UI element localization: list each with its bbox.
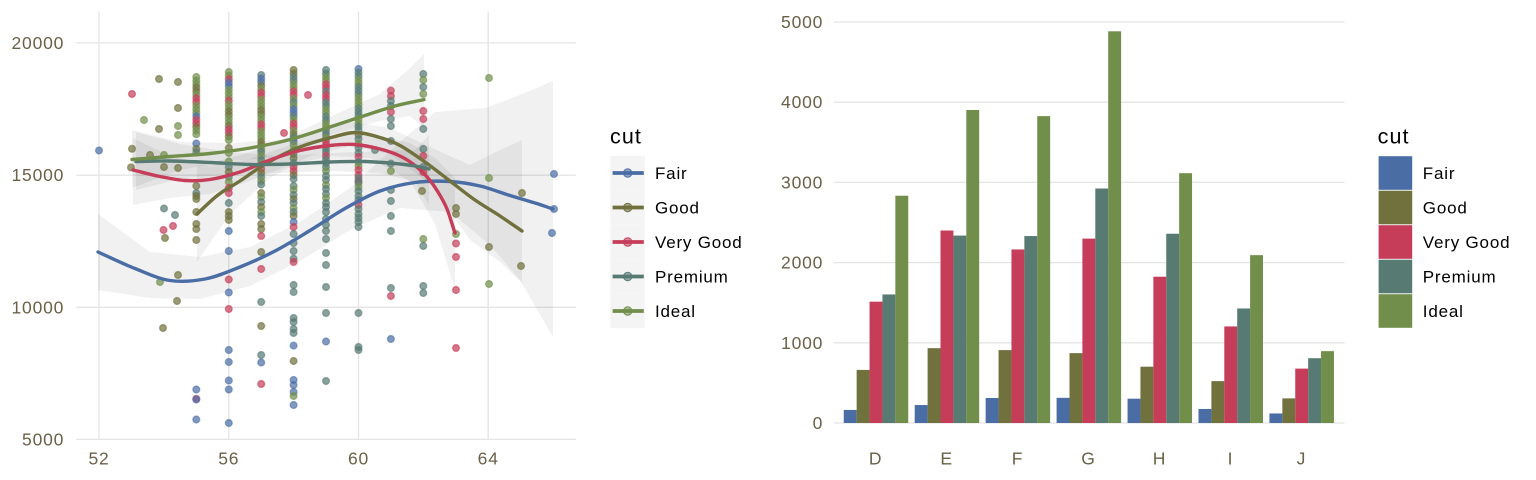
- svg-text:D: D: [869, 449, 882, 469]
- svg-text:Good: Good: [655, 199, 700, 218]
- svg-text:3000: 3000: [781, 172, 823, 192]
- svg-text:Fair: Fair: [655, 164, 687, 183]
- svg-text:1000: 1000: [781, 333, 823, 353]
- svg-text:20000: 20000: [12, 33, 65, 53]
- svg-text:E: E: [940, 449, 952, 469]
- svg-text:H: H: [1153, 449, 1166, 469]
- svg-text:cut: cut: [610, 125, 642, 149]
- svg-text:Ideal: Ideal: [655, 302, 696, 321]
- svg-text:4000: 4000: [781, 92, 823, 112]
- svg-text:56: 56: [218, 449, 239, 469]
- svg-text:Good: Good: [1423, 199, 1468, 218]
- svg-text:52: 52: [88, 449, 109, 469]
- svg-text:I: I: [1228, 449, 1234, 469]
- svg-text:15000: 15000: [12, 165, 65, 185]
- svg-text:Fair: Fair: [1423, 164, 1455, 183]
- svg-text:5000: 5000: [22, 429, 64, 449]
- svg-text:J: J: [1297, 449, 1307, 469]
- svg-text:60: 60: [348, 449, 369, 469]
- svg-text:cut: cut: [1378, 125, 1410, 149]
- svg-text:2000: 2000: [781, 253, 823, 273]
- svg-text:Very Good: Very Good: [1423, 233, 1511, 252]
- svg-text:Very Good: Very Good: [655, 233, 743, 252]
- svg-text:5000: 5000: [781, 12, 823, 32]
- svg-text:Ideal: Ideal: [1423, 302, 1464, 321]
- svg-text:64: 64: [478, 449, 499, 469]
- svg-text:Premium: Premium: [1423, 268, 1497, 287]
- svg-text:10000: 10000: [12, 297, 65, 317]
- svg-text:Premium: Premium: [655, 268, 729, 287]
- svg-text:0: 0: [813, 413, 824, 433]
- svg-text:G: G: [1081, 449, 1095, 469]
- svg-text:F: F: [1012, 449, 1024, 469]
